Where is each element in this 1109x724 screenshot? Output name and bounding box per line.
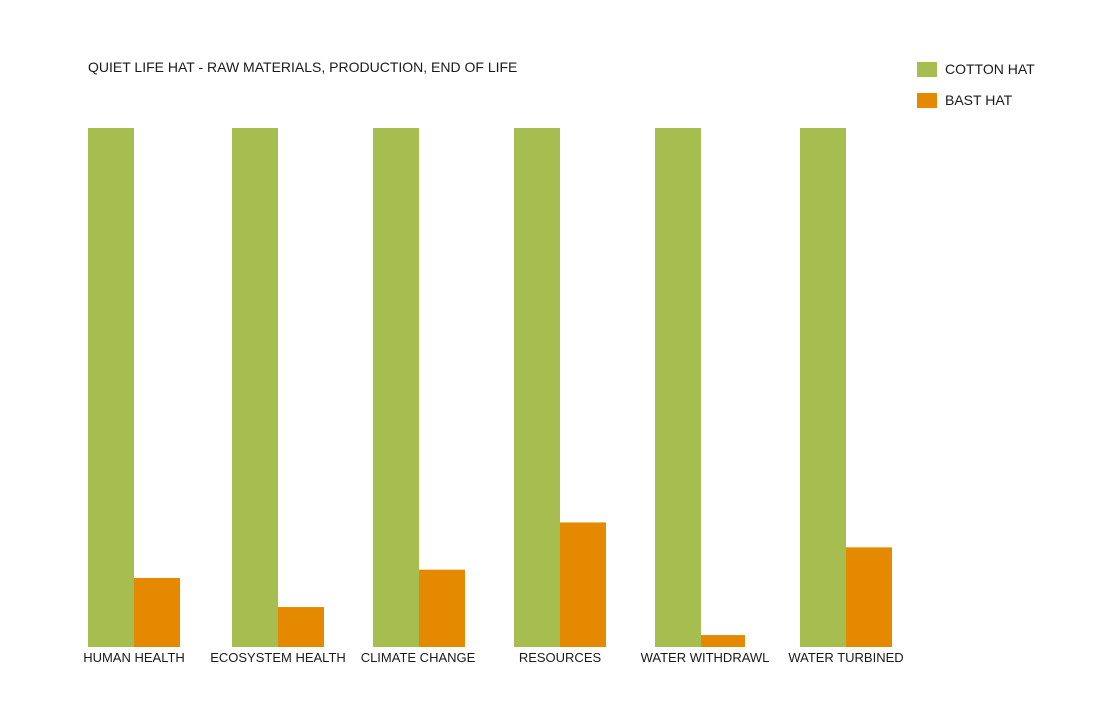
bar-cotton-hat-human-health (88, 128, 134, 647)
bar-cotton-hat-water-withdrawl (655, 128, 701, 647)
bar-cotton-hat-resources (514, 128, 560, 647)
bar-cotton-hat-water-turbined (800, 128, 846, 647)
legend-swatch-cotton-hat (917, 62, 937, 77)
bar-group-resources: RESOURCES (514, 128, 606, 665)
x-tick-label: WATER WITHDRAWL (641, 650, 770, 665)
legend-swatch-bast-hat (917, 93, 937, 108)
bar-group-water-withdrawl: WATER WITHDRAWL (641, 128, 770, 665)
chart-title: QUIET LIFE HAT - RAW MATERIALS, PRODUCTI… (88, 59, 517, 75)
bar-group-human-health: HUMAN HEALTH (83, 128, 185, 665)
x-tick-label: HUMAN HEALTH (83, 650, 185, 665)
x-tick-label: CLIMATE CHANGE (361, 650, 476, 665)
bar-bast-hat-human-health (134, 577, 180, 647)
bar-group-ecosystem-health: ECOSYSTEM HEALTH (210, 128, 346, 665)
bar-bast-hat-climate-change (419, 569, 465, 647)
plot-area: HUMAN HEALTH ECOSYSTEM HEALTH CLIMATE CHAN… (83, 128, 904, 665)
bar-cotton-hat-ecosystem-health (232, 128, 278, 647)
x-tick-label: ECOSYSTEM HEALTH (210, 650, 346, 665)
legend-label-bast-hat: BAST HAT (945, 92, 1013, 108)
x-tick-label: WATER TURBINED (788, 650, 903, 665)
bar-bast-hat-water-withdrawl (701, 635, 745, 647)
bar-bast-hat-ecosystem-health (278, 607, 324, 647)
bar-bast-hat-resources (560, 522, 606, 647)
x-tick-label: RESOURCES (519, 650, 602, 665)
legend: COTTON HAT BAST HAT (917, 61, 1035, 108)
bar-cotton-hat-climate-change (373, 128, 419, 647)
bar-bast-hat-water-turbined (846, 547, 892, 647)
bar-group-water-turbined: WATER TURBINED (788, 128, 904, 665)
legend-label-cotton-hat: COTTON HAT (945, 61, 1035, 77)
bar-group-climate-change: CLIMATE CHANGE (361, 128, 476, 665)
